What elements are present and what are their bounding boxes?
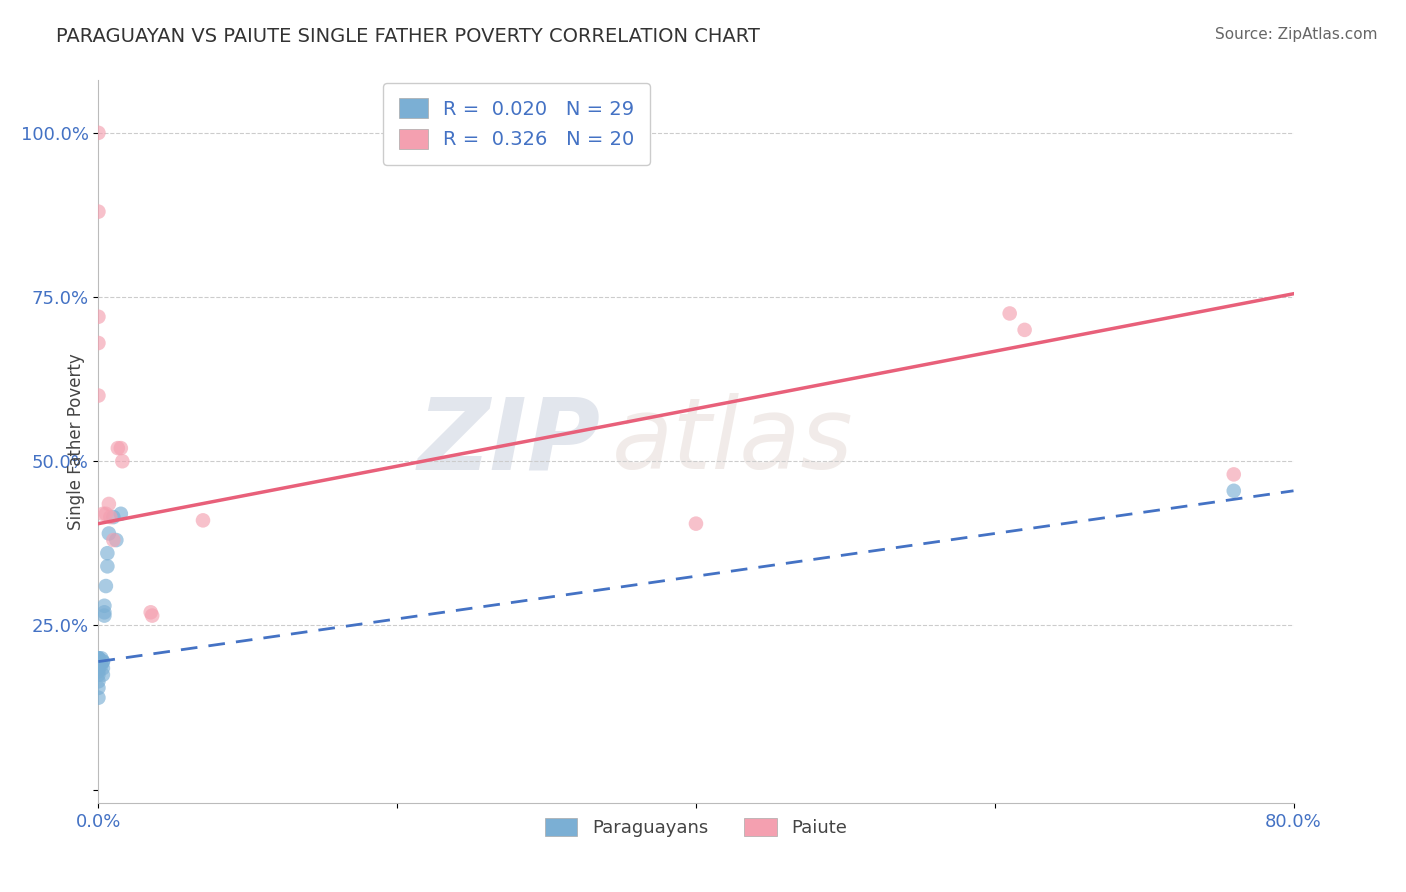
Point xyxy=(1223,467,1246,482)
Legend: Paraguayans, Paiute: Paraguayans, Paiute xyxy=(537,811,855,845)
Point xyxy=(139,605,162,619)
Point xyxy=(91,667,114,681)
Point xyxy=(87,690,110,705)
Point xyxy=(87,204,110,219)
Point xyxy=(97,497,120,511)
Text: PARAGUAYAN VS PAIUTE SINGLE FATHER POVERTY CORRELATION CHART: PARAGUAYAN VS PAIUTE SINGLE FATHER POVER… xyxy=(56,27,761,45)
Point xyxy=(87,674,110,689)
Point xyxy=(96,559,118,574)
Point xyxy=(87,651,110,665)
Point xyxy=(96,546,118,560)
Point xyxy=(87,336,110,351)
Text: atlas: atlas xyxy=(613,393,853,490)
Point xyxy=(90,657,112,672)
Point xyxy=(103,510,125,524)
Point xyxy=(87,657,110,672)
Point xyxy=(105,533,128,547)
Point xyxy=(90,651,112,665)
Point xyxy=(91,655,114,669)
Point xyxy=(91,661,114,675)
Point xyxy=(87,655,110,669)
Point xyxy=(110,441,132,455)
Point xyxy=(98,510,122,524)
Point xyxy=(111,454,134,468)
Point xyxy=(103,533,125,547)
Point xyxy=(685,516,707,531)
Point xyxy=(87,651,110,665)
Point xyxy=(87,126,110,140)
Point xyxy=(94,579,117,593)
Point xyxy=(107,441,129,455)
Point xyxy=(1223,483,1246,498)
Point xyxy=(998,306,1021,320)
Point xyxy=(87,388,110,402)
Point xyxy=(87,681,110,695)
Y-axis label: Single Father Poverty: Single Father Poverty xyxy=(66,353,84,530)
Point xyxy=(94,507,117,521)
Point xyxy=(87,665,110,679)
Point xyxy=(87,651,110,665)
Point xyxy=(87,661,110,675)
Point xyxy=(141,608,163,623)
Point xyxy=(93,599,115,613)
Point xyxy=(91,507,114,521)
Point xyxy=(191,513,214,527)
Text: ZIP: ZIP xyxy=(418,393,600,490)
Point xyxy=(1014,323,1036,337)
Point xyxy=(87,667,110,681)
Point xyxy=(87,655,110,669)
Point xyxy=(93,608,115,623)
Point xyxy=(91,655,114,669)
Point xyxy=(97,526,120,541)
Point xyxy=(87,310,110,324)
Point xyxy=(93,605,115,619)
Point xyxy=(110,507,132,521)
Text: Source: ZipAtlas.com: Source: ZipAtlas.com xyxy=(1215,27,1378,42)
